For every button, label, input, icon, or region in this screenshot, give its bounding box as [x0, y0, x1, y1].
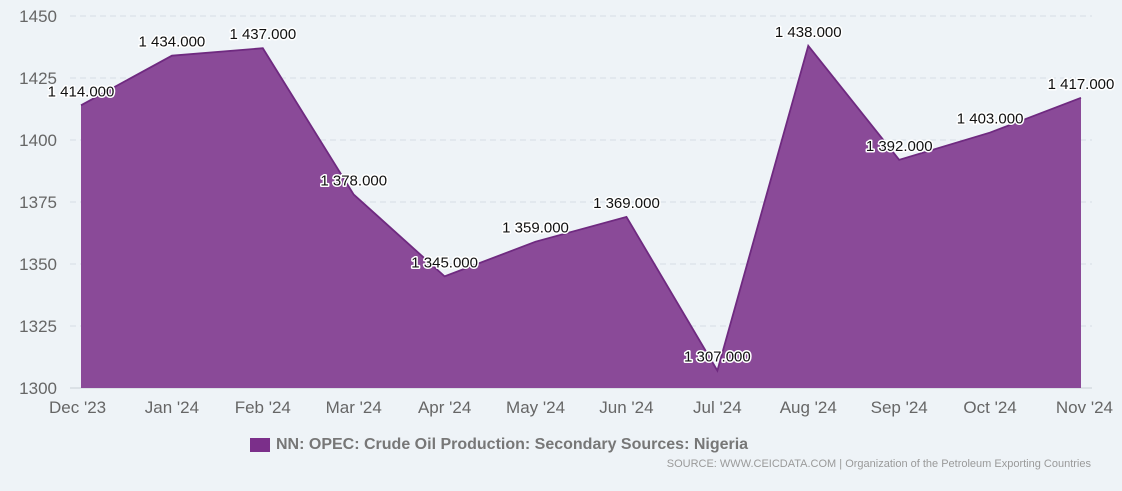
- data-label: 1 414.000: [48, 83, 115, 100]
- data-label: 1 403.000: [957, 111, 1024, 128]
- data-point[interactable]: [986, 129, 994, 137]
- x-tick-label: Jul '24: [693, 398, 742, 417]
- data-point[interactable]: [77, 101, 85, 109]
- y-tick-label: 1400: [19, 131, 57, 150]
- data-label: 1 417.000: [1048, 76, 1115, 93]
- data-point[interactable]: [441, 272, 449, 280]
- x-tick-label: Jun '24: [599, 398, 653, 417]
- data-point[interactable]: [168, 52, 176, 60]
- x-tick-label: Sep '24: [871, 398, 928, 417]
- source-note: SOURCE: WWW.CEICDATA.COM | Organization …: [666, 458, 1091, 470]
- y-tick-label: 1300: [19, 379, 57, 398]
- x-tick-label: Apr '24: [418, 398, 471, 417]
- data-label: 1 392.000: [866, 138, 933, 155]
- x-axis-ticks: Dec '23 Jan '24 Feb '24 Mar '24 Apr '24 May '…: [49, 398, 1113, 417]
- data-point[interactable]: [895, 156, 903, 164]
- x-tick-label: May '24: [506, 398, 565, 417]
- y-tick-label: 1425: [19, 69, 57, 88]
- legend-label: NN: OPEC: Crude Oil Production: Secondar…: [276, 436, 749, 453]
- x-tick-label: Jan '24: [145, 398, 199, 417]
- y-tick-label: 1350: [19, 255, 57, 274]
- y-axis-ticks: 1300 1325 1350 1375 1400 1425 1450: [19, 7, 57, 398]
- x-tick-label: Mar '24: [326, 398, 382, 417]
- x-tick-label: Dec '23: [49, 398, 106, 417]
- data-point[interactable]: [259, 44, 267, 52]
- area-fill: [81, 45, 1081, 388]
- area-series: [77, 42, 1085, 388]
- y-tick-label: 1325: [19, 317, 57, 336]
- series-line: [80, 43, 1082, 373]
- y-tick-label: 1375: [19, 193, 57, 212]
- x-tick-label: Oct '24: [963, 398, 1016, 417]
- data-label: 1 438.000: [775, 24, 842, 41]
- x-tick-label: Nov '24: [1056, 398, 1113, 417]
- x-tick-label: Aug '24: [780, 398, 837, 417]
- data-labels: 1 414.000 1 434.000 1 437.000 1 378.000 1 34…: [46, 22, 1116, 367]
- data-point[interactable]: [713, 367, 721, 375]
- data-label: 1 359.000: [502, 220, 569, 237]
- data-label: 1 369.000: [593, 195, 660, 212]
- legend-swatch: [250, 438, 270, 452]
- data-point[interactable]: [804, 42, 812, 50]
- data-point[interactable]: [532, 238, 540, 246]
- data-label: 1 437.000: [229, 26, 296, 43]
- data-point[interactable]: [1077, 94, 1085, 102]
- x-tick-label: Feb '24: [235, 398, 291, 417]
- data-point[interactable]: [622, 213, 630, 221]
- data-point[interactable]: [350, 191, 358, 199]
- data-label: 1 345.000: [411, 254, 478, 271]
- legend[interactable]: NN: OPEC: Crude Oil Production: Secondar…: [250, 436, 748, 454]
- data-label: 1 434.000: [139, 34, 206, 51]
- y-tick-label: 1450: [19, 7, 57, 26]
- data-label: 1 378.000: [320, 173, 387, 190]
- data-label: 1 307.000: [684, 349, 751, 366]
